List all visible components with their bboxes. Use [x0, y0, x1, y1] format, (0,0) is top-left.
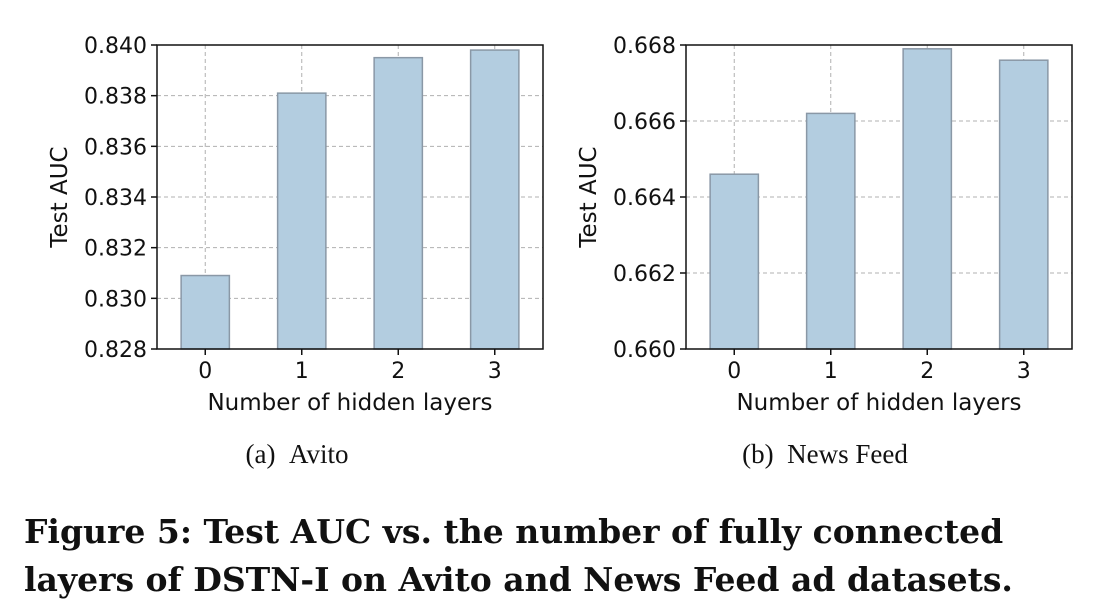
y-tick-label: 0.830	[84, 287, 147, 312]
x-tick-label: 1	[824, 359, 838, 384]
bar	[469, 49, 520, 350]
y-tick-label: 0.834	[84, 186, 147, 211]
y-tick-label: 0.828	[84, 338, 147, 363]
sub-caption-text: News Feed	[787, 439, 908, 469]
bar	[180, 274, 231, 350]
x-tick-label: 1	[295, 359, 309, 384]
y-tick-label: 0.836	[84, 135, 147, 160]
y-tick-label: 0.838	[84, 85, 147, 110]
y-tick-label: 0.666	[613, 110, 676, 135]
bar	[805, 112, 856, 350]
sub-caption-label: (b)	[742, 439, 787, 469]
y-tick-label: 0.662	[613, 262, 676, 287]
bar	[709, 173, 760, 350]
y-tick-label: 0.668	[613, 34, 676, 59]
chart-panel-1: 0.660 0.662 0.664 0.666 0.668 0 1 2 3 Number of h…	[576, 34, 1073, 469]
figure: 0.828 0.830 0.832 0.834 0.836 0.838 0.840 0 1 2 3 N…	[47, 34, 1073, 469]
y-axis-label: Test AUC	[47, 146, 73, 248]
sub-caption: (b) News Feed	[742, 439, 908, 469]
x-tick-label: 3	[488, 359, 502, 384]
y-tick-label: 0.832	[84, 237, 147, 262]
bar	[373, 56, 424, 350]
sub-caption-text: Avito	[289, 439, 349, 469]
sub-caption: (a) Avito	[246, 439, 349, 469]
x-tick-label: 2	[391, 359, 405, 384]
figure-caption: Figure 5: Test AUC vs. the number of ful…	[24, 512, 1013, 599]
x-tick-label: 3	[1017, 359, 1031, 384]
x-tick-label: 0	[198, 359, 212, 384]
x-axis-label: Number of hidden layers	[736, 390, 1021, 416]
sub-caption-label: (a)	[246, 439, 289, 469]
chart-panel-0: 0.828 0.830 0.832 0.834 0.836 0.838 0.840 0 1 2 3 N…	[47, 34, 544, 469]
x-tick-label: 2	[920, 359, 934, 384]
x-tick-label: 0	[727, 359, 741, 384]
bar	[276, 92, 327, 350]
bar	[998, 59, 1049, 350]
y-tick-label: 0.660	[613, 338, 676, 363]
y-tick-label: 0.840	[84, 34, 147, 59]
y-axis-label: Test AUC	[576, 146, 602, 248]
x-axis-label: Number of hidden layers	[207, 390, 492, 416]
y-tick-label: 0.664	[613, 186, 676, 211]
bar	[902, 48, 953, 350]
